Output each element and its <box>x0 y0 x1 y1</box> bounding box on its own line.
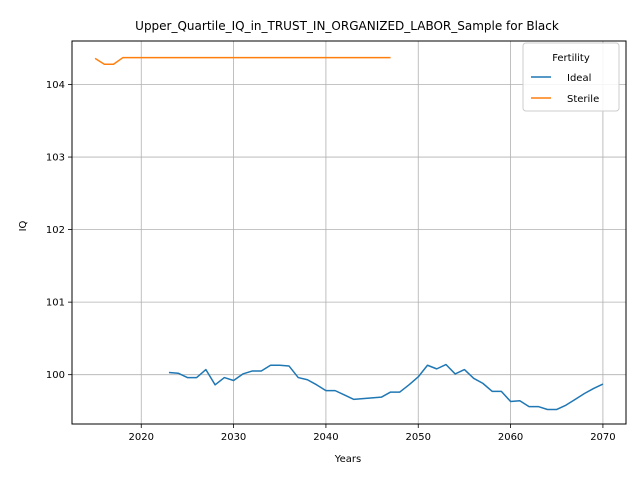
x-axis-ticks: 2020 2030 2040 2050 2060 2070 <box>129 424 616 443</box>
y-tick-label: 104 <box>46 80 65 91</box>
legend: Fertility Ideal Sterile <box>522 42 620 112</box>
plot-frame <box>71 40 627 425</box>
y-tick-label: 100 <box>46 370 65 381</box>
x-tick-label: 2070 <box>590 432 615 443</box>
legend-title: Fertility <box>552 53 590 64</box>
x-tick-label: 2030 <box>221 432 246 443</box>
y-axis-label: IQ <box>18 220 29 231</box>
legend-box <box>522 42 620 112</box>
y-axis-ticks: 100 101 102 103 104 <box>46 80 72 381</box>
legend-label-ideal: Ideal <box>567 73 591 84</box>
series-line-ideal <box>168 363 604 411</box>
x-tick-label: 2040 <box>313 432 338 443</box>
x-tick-label: 2020 <box>129 432 154 443</box>
series-line-sterile <box>94 56 391 65</box>
chart-title: Upper_Quartile_IQ_in_TRUST_IN_ORGANIZED_… <box>135 19 559 33</box>
y-tick-label: 101 <box>46 298 65 309</box>
y-tick-label: 102 <box>46 225 65 236</box>
x-tick-label: 2060 <box>498 432 523 443</box>
x-axis-label: Years <box>334 454 361 465</box>
plot-area <box>94 56 604 411</box>
x-tick-label: 2050 <box>406 432 431 443</box>
legend-label-sterile: Sterile <box>567 94 599 105</box>
y-tick-label: 103 <box>46 153 65 164</box>
